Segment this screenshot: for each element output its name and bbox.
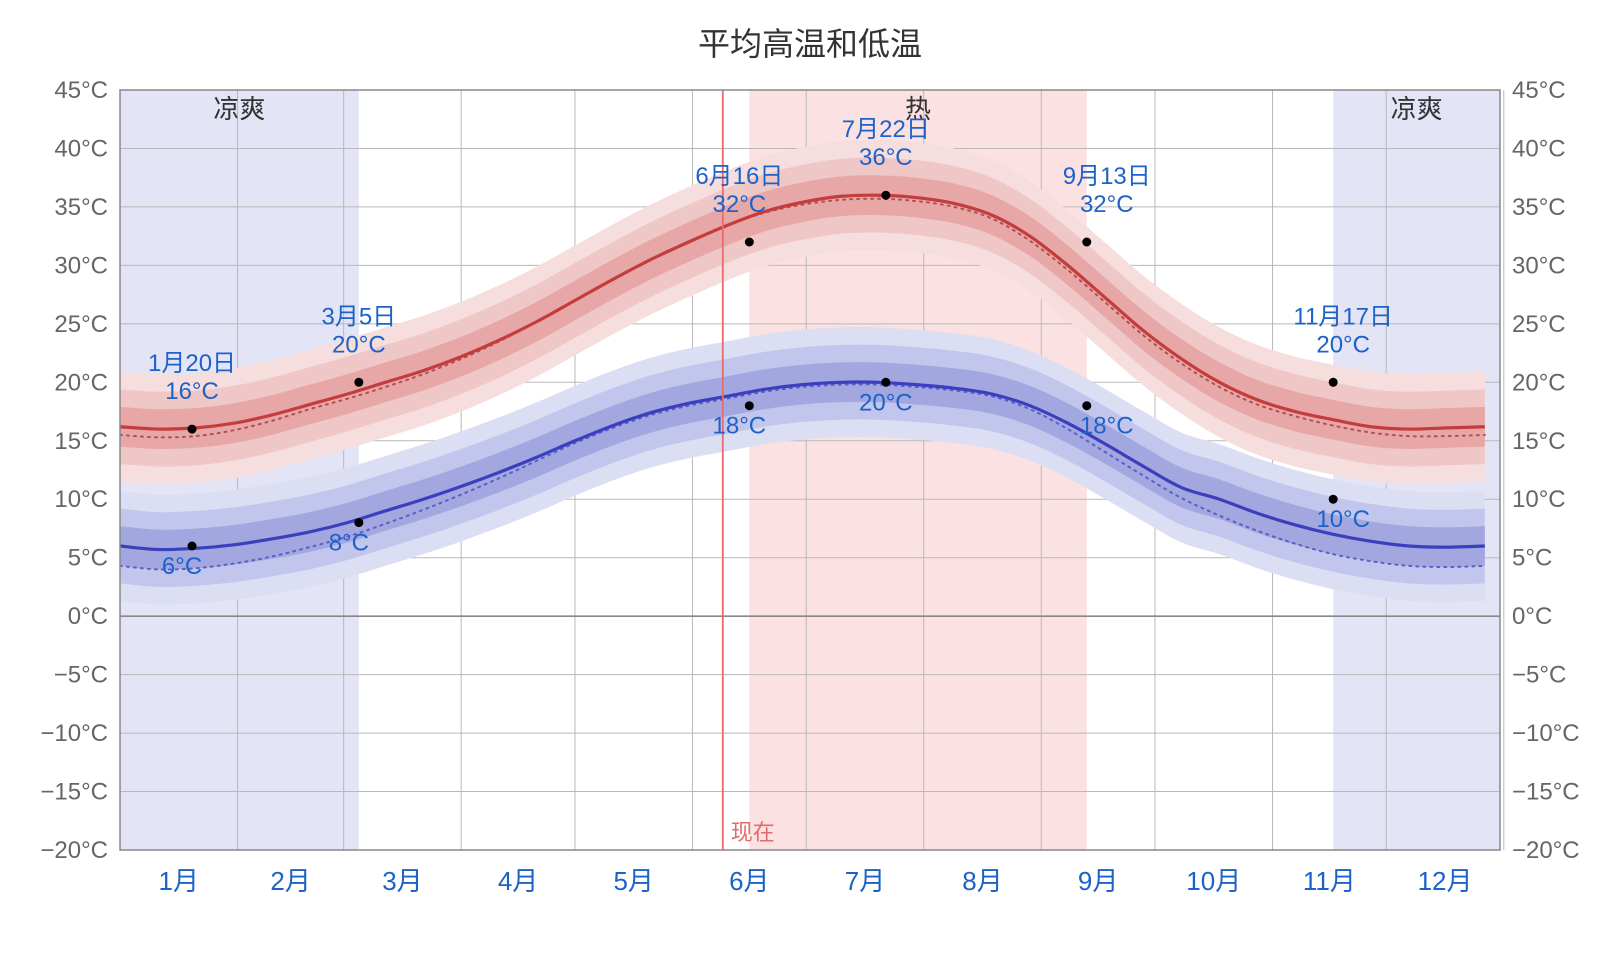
high-marker — [745, 238, 754, 247]
annot-low: 10°C — [1316, 506, 1370, 533]
month-label: 6月 — [729, 866, 769, 896]
month-label: 4月 — [498, 866, 538, 896]
high-marker — [188, 425, 197, 434]
y-tick-left: −10°C — [40, 720, 108, 747]
month-label: 3月 — [382, 866, 422, 896]
y-tick-right: 20°C — [1512, 369, 1566, 396]
annot-low: 6°C — [162, 553, 202, 580]
y-tick-left: 20°C — [54, 369, 108, 396]
high-marker — [1329, 378, 1338, 387]
y-tick-right: 5°C — [1512, 545, 1552, 572]
month-label: 1月 — [159, 866, 199, 896]
season-label: 凉爽 — [213, 94, 265, 124]
annot-low: 20°C — [859, 389, 913, 416]
y-tick-right: 35°C — [1512, 194, 1566, 221]
annot-date: 11月17日 — [1293, 303, 1393, 330]
y-tick-right: −15°C — [1512, 779, 1580, 806]
annot-high: 16°C — [165, 378, 219, 405]
month-label: 9月 — [1078, 866, 1118, 896]
y-tick-right: −5°C — [1512, 662, 1566, 689]
y-tick-right: −20°C — [1512, 837, 1580, 864]
y-tick-left: −15°C — [40, 779, 108, 806]
y-tick-left: −5°C — [54, 662, 108, 689]
y-tick-left: 35°C — [54, 194, 108, 221]
annot-date: 7月22日 — [842, 116, 930, 143]
low-marker — [745, 401, 754, 410]
y-tick-left: 10°C — [54, 486, 108, 513]
annot-high: 20°C — [1316, 331, 1370, 358]
annot-low: 18°C — [1080, 413, 1134, 440]
month-label: 8月 — [962, 866, 1002, 896]
y-tick-right: 25°C — [1512, 311, 1566, 338]
annot-high: 36°C — [859, 144, 913, 171]
annot-high: 20°C — [332, 331, 386, 358]
y-tick-left: −20°C — [40, 837, 108, 864]
y-tick-left: 5°C — [68, 545, 108, 572]
y-tick-right: 15°C — [1512, 428, 1566, 455]
now-label: 现在 — [731, 820, 775, 845]
y-tick-right: 40°C — [1512, 135, 1566, 162]
low-marker — [1082, 401, 1091, 410]
chart-title: 平均高温和低温 — [698, 26, 922, 62]
month-label: 7月 — [845, 866, 885, 896]
high-marker — [881, 191, 890, 200]
low-marker — [354, 518, 363, 527]
y-tick-right: 10°C — [1512, 486, 1566, 513]
season-label: 凉爽 — [1391, 94, 1443, 124]
month-label: 11月 — [1303, 866, 1356, 896]
chart-container: 平均高温和低温凉爽热凉爽现在−20°C−20°C−15°C−15°C−10°C−… — [0, 0, 1620, 968]
y-tick-right: 45°C — [1512, 77, 1566, 104]
annot-high: 32°C — [1080, 191, 1134, 218]
low-marker — [881, 378, 890, 387]
y-tick-left: 45°C — [54, 77, 108, 104]
y-tick-left: 25°C — [54, 311, 108, 338]
y-tick-right: 0°C — [1512, 603, 1552, 630]
month-label: 10月 — [1186, 866, 1241, 896]
annot-low: 8°C — [329, 530, 369, 557]
annot-low: 18°C — [713, 413, 767, 440]
y-tick-right: 30°C — [1512, 252, 1566, 279]
month-label: 2月 — [270, 866, 310, 896]
high-marker — [354, 378, 363, 387]
y-tick-left: 40°C — [54, 135, 108, 162]
y-tick-left: 0°C — [68, 603, 108, 630]
annot-high: 32°C — [713, 191, 767, 218]
annot-date: 6月16日 — [695, 163, 783, 190]
temperature-chart: 平均高温和低温凉爽热凉爽现在−20°C−20°C−15°C−15°C−10°C−… — [0, 0, 1620, 968]
high-marker — [1082, 238, 1091, 247]
low-marker — [1329, 495, 1338, 504]
low-marker — [188, 542, 197, 551]
annot-date: 9月13日 — [1063, 163, 1151, 190]
y-tick-right: −10°C — [1512, 720, 1580, 747]
month-label: 12月 — [1418, 866, 1473, 896]
y-tick-left: 30°C — [54, 252, 108, 279]
month-label: 5月 — [613, 866, 653, 896]
annot-date: 3月5日 — [321, 303, 396, 330]
y-tick-left: 15°C — [54, 428, 108, 455]
annot-date: 1月20日 — [148, 350, 236, 377]
